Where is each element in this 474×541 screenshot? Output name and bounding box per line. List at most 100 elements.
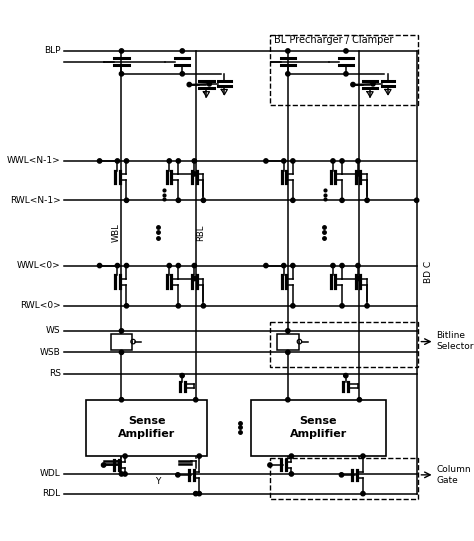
Circle shape xyxy=(371,82,375,86)
Circle shape xyxy=(357,398,362,402)
Circle shape xyxy=(176,473,180,477)
Text: Selector: Selector xyxy=(436,341,474,351)
Text: BLP: BLP xyxy=(44,47,61,55)
Circle shape xyxy=(207,82,211,86)
Circle shape xyxy=(282,263,286,268)
Circle shape xyxy=(331,159,335,163)
Text: WWL<0>: WWL<0> xyxy=(17,261,61,270)
Text: WDL: WDL xyxy=(40,470,61,478)
Text: Bitline: Bitline xyxy=(436,331,465,340)
Text: Amplifier: Amplifier xyxy=(290,428,347,439)
Circle shape xyxy=(124,159,128,163)
Circle shape xyxy=(344,373,348,378)
Circle shape xyxy=(344,49,348,53)
Circle shape xyxy=(180,49,184,53)
Circle shape xyxy=(291,263,295,268)
Circle shape xyxy=(356,276,360,281)
Circle shape xyxy=(176,263,181,268)
Circle shape xyxy=(289,454,293,458)
Circle shape xyxy=(365,304,369,308)
Text: Sense: Sense xyxy=(300,416,337,426)
Circle shape xyxy=(192,276,197,281)
Circle shape xyxy=(123,472,127,476)
Bar xyxy=(251,400,386,456)
Circle shape xyxy=(351,82,355,87)
Text: RBLS: RBLS xyxy=(197,417,206,438)
Circle shape xyxy=(282,159,286,163)
Circle shape xyxy=(119,329,124,333)
Circle shape xyxy=(344,72,348,76)
Circle shape xyxy=(289,472,293,476)
Circle shape xyxy=(167,159,172,163)
Circle shape xyxy=(192,159,197,163)
Circle shape xyxy=(197,491,201,496)
Circle shape xyxy=(286,350,290,354)
Circle shape xyxy=(176,198,181,202)
Text: RS: RS xyxy=(49,370,61,378)
Circle shape xyxy=(119,398,124,402)
Text: Sense: Sense xyxy=(128,416,165,426)
Circle shape xyxy=(124,304,128,308)
Bar xyxy=(277,334,299,349)
Circle shape xyxy=(291,198,295,202)
Text: Y: Y xyxy=(155,477,161,486)
Circle shape xyxy=(264,159,268,163)
Circle shape xyxy=(119,350,124,354)
Circle shape xyxy=(119,72,124,76)
Text: BL Precharger / Clamper: BL Precharger / Clamper xyxy=(273,35,393,45)
Bar xyxy=(111,334,132,349)
Circle shape xyxy=(197,454,201,458)
Circle shape xyxy=(119,49,124,53)
Circle shape xyxy=(291,159,295,163)
Text: WBL: WBL xyxy=(111,223,120,242)
Circle shape xyxy=(356,159,360,163)
Text: RBL: RBL xyxy=(197,225,206,241)
Text: RDL: RDL xyxy=(43,489,61,498)
Text: WWL<N-1>: WWL<N-1> xyxy=(7,156,61,166)
Circle shape xyxy=(180,373,184,378)
Circle shape xyxy=(124,263,128,268)
Text: WSB: WSB xyxy=(40,348,61,357)
Text: Amplifier: Amplifier xyxy=(118,428,175,439)
Bar xyxy=(86,400,207,456)
Text: RWL<0>: RWL<0> xyxy=(20,301,61,311)
Circle shape xyxy=(167,263,172,268)
Circle shape xyxy=(98,159,102,163)
Circle shape xyxy=(124,198,128,202)
Circle shape xyxy=(187,82,191,87)
Text: WS: WS xyxy=(46,326,61,335)
Circle shape xyxy=(264,263,268,268)
Circle shape xyxy=(98,263,102,268)
Circle shape xyxy=(193,398,198,402)
Circle shape xyxy=(201,304,206,308)
Circle shape xyxy=(356,171,360,176)
Circle shape xyxy=(340,159,344,163)
Circle shape xyxy=(340,198,344,202)
Text: Gate: Gate xyxy=(436,476,458,485)
Circle shape xyxy=(119,472,124,476)
Circle shape xyxy=(286,49,290,53)
Circle shape xyxy=(180,72,184,76)
Circle shape xyxy=(176,304,181,308)
Circle shape xyxy=(201,198,206,202)
Circle shape xyxy=(101,463,106,467)
Text: BD C: BD C xyxy=(424,261,433,283)
Circle shape xyxy=(286,398,290,402)
Circle shape xyxy=(176,159,181,163)
Circle shape xyxy=(361,454,365,458)
Circle shape xyxy=(365,198,369,202)
Circle shape xyxy=(193,491,198,496)
Text: WBLS: WBLS xyxy=(111,415,120,439)
Circle shape xyxy=(286,72,290,76)
Circle shape xyxy=(115,263,119,268)
Circle shape xyxy=(115,159,119,163)
Circle shape xyxy=(414,198,419,202)
Circle shape xyxy=(123,454,127,458)
Circle shape xyxy=(286,329,290,333)
Circle shape xyxy=(291,304,295,308)
Circle shape xyxy=(268,463,272,467)
Circle shape xyxy=(192,171,197,176)
Circle shape xyxy=(356,263,360,268)
Circle shape xyxy=(331,263,335,268)
Circle shape xyxy=(361,491,365,496)
